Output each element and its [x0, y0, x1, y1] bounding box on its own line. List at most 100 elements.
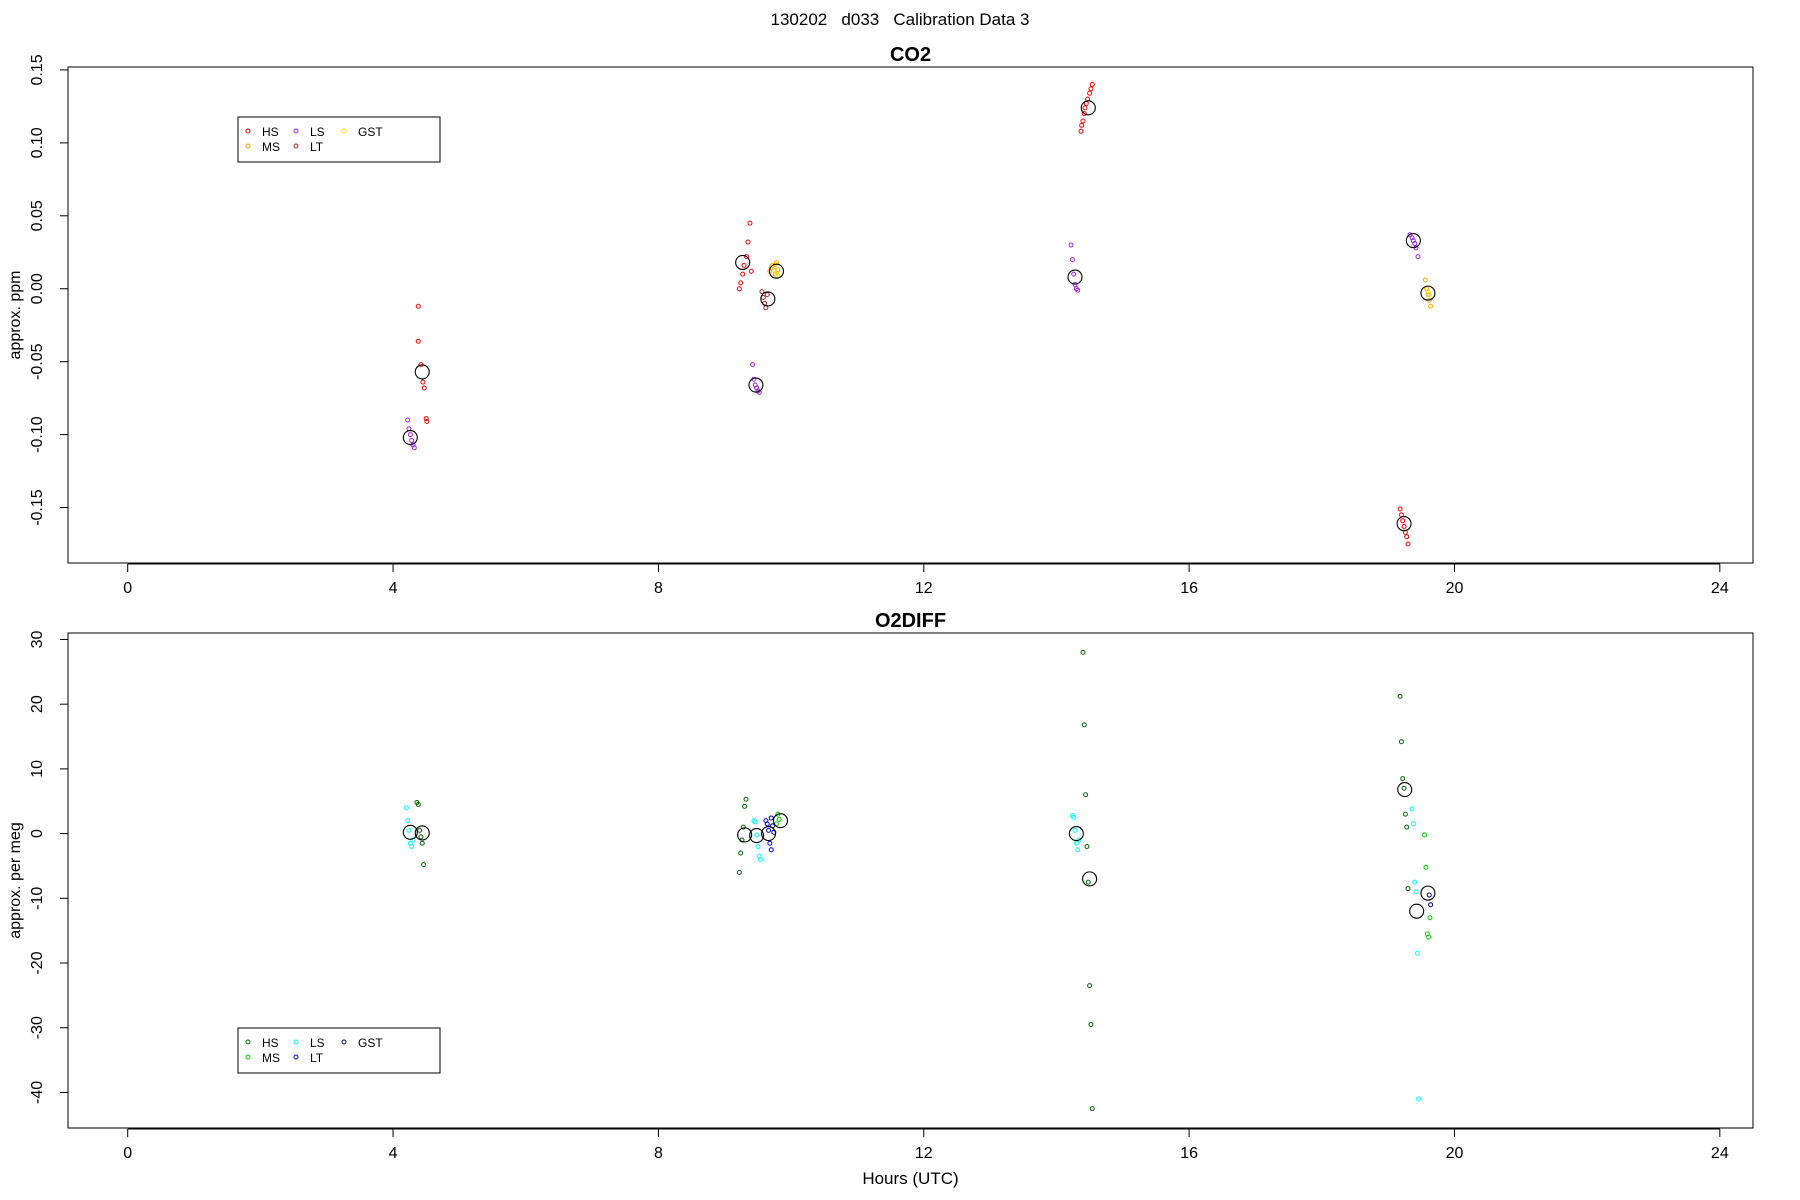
x-tick-label: 8	[654, 1145, 663, 1162]
data-point	[419, 840, 425, 846]
x-tick-label: 16	[1180, 1145, 1198, 1162]
data-point	[1401, 524, 1407, 530]
mean-point	[772, 813, 789, 829]
mean-point	[1068, 826, 1084, 842]
data-point	[776, 816, 782, 822]
legend-box	[237, 116, 441, 163]
data-point	[1081, 722, 1087, 728]
data-point	[1071, 271, 1077, 277]
mean-point	[760, 291, 776, 307]
data-point	[744, 254, 750, 260]
series-gst	[771, 261, 1432, 298]
y-tick-label: -0.10	[29, 416, 46, 453]
legend-marker	[341, 128, 347, 134]
data-point	[1400, 776, 1406, 782]
y-axis-label: approx. per meg	[7, 822, 24, 939]
series-ls	[405, 232, 1421, 451]
mean-point	[749, 827, 765, 844]
data-point	[1069, 257, 1075, 263]
data-point	[1072, 827, 1078, 833]
figure-suptitle: 130202 d033 Calibration Data 3	[770, 10, 1030, 29]
data-point	[736, 869, 742, 875]
legend-label: GST	[358, 1036, 383, 1050]
data-point	[407, 432, 413, 438]
mean-point	[748, 377, 764, 393]
data-point	[418, 834, 424, 840]
x-tick-label: 24	[1711, 1145, 1729, 1162]
data-point	[1426, 934, 1432, 940]
data-point	[1088, 1021, 1094, 1027]
y-tick-label: 30	[29, 630, 46, 648]
data-point	[759, 289, 765, 295]
data-point	[424, 418, 430, 424]
data-point	[1075, 847, 1081, 853]
data-point	[409, 844, 415, 850]
series-lt	[763, 818, 774, 853]
data-point	[1412, 241, 1418, 247]
data-point	[747, 220, 753, 226]
data-point	[1080, 118, 1086, 124]
data-point	[420, 379, 426, 385]
data-point	[741, 262, 747, 268]
panel-co2: CO2 0 4 8 12 16 20 24 0.15 0.10 0.05 0.00 -0.05 -0.10…	[7, 44, 1754, 597]
data-point	[1404, 534, 1410, 540]
series-hs	[414, 649, 1411, 1112]
data-point	[768, 815, 774, 821]
data-point	[736, 286, 742, 292]
y-tick-label: -0.15	[29, 489, 46, 526]
panel-o2diff: O2DIFF 0 4 8 12 16 20 24 30 20 10 0 -10 -20 -30 -40 appr…	[7, 610, 1754, 1188]
x-tick-label: 0	[123, 1145, 132, 1162]
data-point	[768, 847, 774, 853]
data-point	[415, 303, 421, 309]
legend-marker	[293, 1039, 299, 1045]
mean-point	[1080, 100, 1096, 116]
series-mean-markers	[402, 782, 1436, 919]
mean-point	[1082, 871, 1098, 887]
legend-label: LT	[310, 1051, 324, 1065]
data-point	[1087, 90, 1093, 96]
data-point	[1410, 821, 1416, 827]
data-point	[1409, 806, 1415, 812]
mean-point	[414, 825, 430, 841]
mean-point	[402, 824, 418, 840]
data-point	[417, 827, 423, 833]
mean-point	[768, 263, 785, 279]
mean-point	[1409, 903, 1425, 919]
legend-label: GST	[358, 125, 383, 139]
x-tick-label: 20	[1446, 580, 1464, 597]
y-tick-label: 0.10	[29, 127, 46, 158]
legend-marker	[245, 1039, 251, 1045]
legend-label: HS	[262, 125, 279, 139]
data-point	[1397, 693, 1403, 699]
data-point	[766, 827, 772, 833]
data-point	[758, 856, 764, 862]
y-tick-label: -10	[29, 887, 46, 910]
legend-label: LT	[310, 140, 324, 154]
data-point	[1401, 785, 1407, 791]
mean-point	[414, 364, 430, 380]
data-point	[752, 819, 758, 825]
data-point	[742, 803, 748, 809]
legend-label: LS	[310, 1036, 325, 1050]
legend-marker	[245, 128, 251, 134]
data-point	[410, 837, 416, 843]
x-tick-label: 24	[1711, 580, 1729, 597]
data-point	[740, 824, 746, 830]
data-point	[1072, 281, 1078, 287]
data-point	[405, 818, 411, 824]
y-tick-label: 0.05	[29, 200, 46, 231]
series-ls	[403, 805, 1422, 1102]
chart-title: CO2	[890, 44, 931, 66]
data-point	[751, 818, 757, 824]
data-point	[406, 827, 412, 833]
data-point	[755, 844, 761, 850]
legend-marker	[245, 143, 251, 149]
data-point	[1397, 506, 1403, 512]
data-point	[1413, 889, 1419, 895]
y-tick-label: -0.05	[29, 343, 46, 380]
data-point	[411, 445, 417, 451]
data-point	[1423, 864, 1429, 870]
mean-point	[737, 827, 753, 843]
